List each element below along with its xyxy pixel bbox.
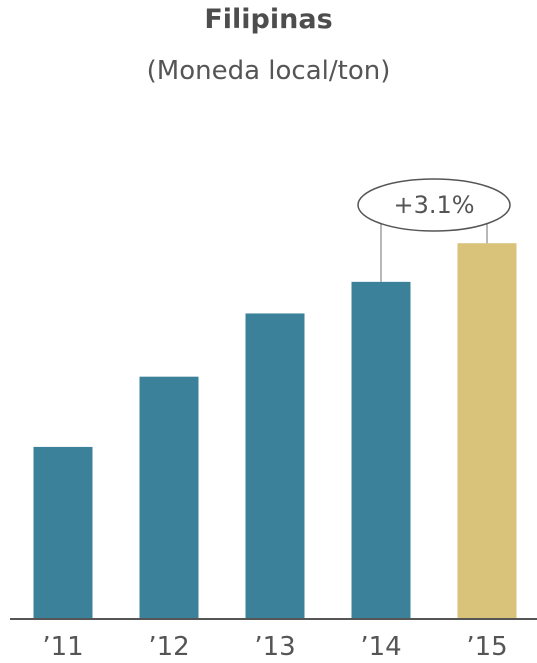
growth-annotation: +3.1% <box>357 178 511 282</box>
x-tick-label: ’13 <box>254 632 295 662</box>
x-tick-label: ’15 <box>466 632 507 662</box>
bar-0 <box>33 446 93 619</box>
x-tick-label: ’11 <box>42 632 83 662</box>
bars-layer <box>33 243 517 619</box>
annotation-label: +3.1% <box>393 191 474 219</box>
x-tick-label: ’14 <box>360 632 401 662</box>
bar-2 <box>245 313 305 619</box>
x-tick-label: ’12 <box>148 632 189 662</box>
chart-title: Filipinas <box>204 4 333 35</box>
bar-4 <box>457 243 517 619</box>
bar-1 <box>139 376 199 619</box>
tick-labels-layer: ’11 ’12 ’13 ’14 ’15 <box>42 632 507 662</box>
annotation-bubble <box>357 178 511 232</box>
chart-subtitle: (Moneda local/ton) <box>146 56 391 86</box>
bar-3 <box>351 281 411 619</box>
